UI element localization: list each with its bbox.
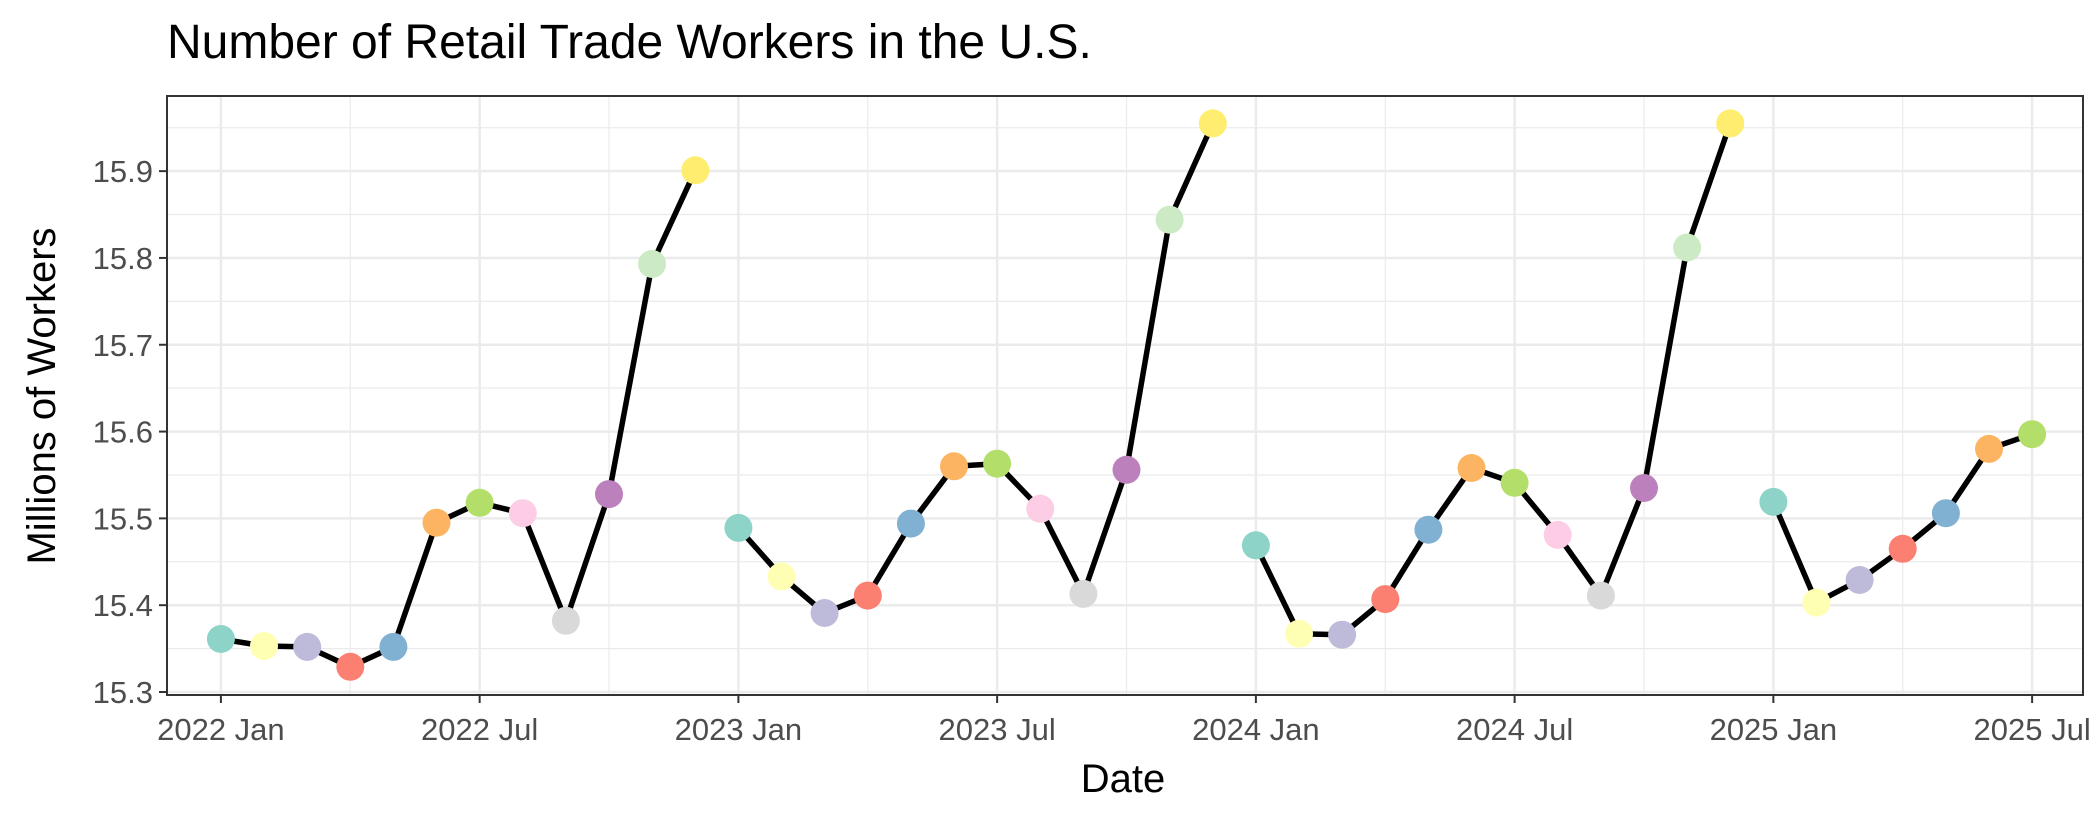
x-tick-label: 2024 Jul [1456, 712, 1573, 747]
data-point-2023-12 [1198, 109, 1227, 138]
grid-minor [167, 96, 2083, 695]
data-point-2022-04 [336, 652, 365, 681]
data-point-2024-10 [1630, 474, 1658, 502]
data-point-2024-05 [1414, 515, 1443, 544]
x-tick-label: 2022 Jul [421, 712, 538, 747]
y-axis-label: Millions of Workers [20, 227, 64, 564]
y-tick-label: 15.7 [93, 328, 153, 363]
data-point-2022-01 [206, 625, 235, 653]
data-point-2025-02 [1802, 588, 1831, 617]
data-point-2022-11 [638, 250, 667, 278]
y-tick-label: 15.4 [93, 588, 153, 623]
x-tick-label: 2025 Jan [1710, 712, 1838, 747]
data-point-2024-06 [1457, 454, 1486, 482]
x-tick-label: 2022 Jan [157, 712, 285, 747]
data-point-2022-03 [293, 632, 322, 661]
data-point-2023-10 [1112, 455, 1141, 484]
data-point-2023-08 [1026, 494, 1055, 523]
plot-border [166, 95, 2084, 696]
data-point-2025-01 [1759, 487, 1788, 516]
data-point-2024-11 [1673, 233, 1702, 262]
x-tick-label: 2024 Jan [1192, 712, 1320, 747]
x-tick-label: 2025 Jul [1974, 712, 2091, 747]
data-point-2024-07 [1500, 468, 1529, 497]
data-point-2022-10 [595, 480, 623, 509]
x-tick-label: 2023 Jan [675, 712, 803, 747]
data-point-2023-11 [1155, 205, 1184, 234]
data-point-2024-02 [1285, 619, 1313, 648]
data-point-2024-01 [1241, 531, 1270, 560]
data-point-2025-04 [1888, 534, 1917, 563]
data-point-2023-03 [810, 599, 839, 627]
x-axis: 2022 Jan 2022 Jul 2023 Jan 2023 Jul 2024 Jan… [157, 695, 2091, 747]
data-point-2024-04 [1371, 585, 1400, 614]
y-tick-label: 15.5 [93, 501, 153, 536]
data-point-2022-12 [681, 156, 710, 185]
data-point-2024-03 [1328, 620, 1357, 649]
data-point-2025-03 [1845, 566, 1874, 594]
data-point-2025-07 [2018, 420, 2047, 449]
data-point-2025-06 [1975, 434, 2003, 463]
x-axis-label: Date [1081, 757, 1166, 801]
data-point-2022-05 [379, 632, 408, 661]
y-tick-label: 15.3 [93, 675, 153, 710]
data-point-2022-06 [422, 508, 451, 537]
y-tick-label: 15.6 [93, 415, 153, 450]
data-point-2022-07 [465, 488, 494, 517]
data-point-2025-05 [1931, 499, 1960, 528]
data-point-2024-08 [1543, 520, 1572, 549]
data-point-2023-01 [724, 513, 753, 542]
data-point-2023-07 [983, 449, 1012, 478]
data-point-2024-09 [1586, 581, 1615, 610]
y-axis: 15.3 15.4 15.5 15.6 15.7 15.8 15.9 [93, 154, 167, 710]
data-point-2023-09 [1069, 579, 1098, 608]
y-tick-label: 15.9 [93, 154, 153, 189]
data-point-2022-08 [508, 499, 537, 528]
series-points [206, 109, 2047, 681]
data-point-2023-06 [940, 452, 968, 481]
data-point-2023-04 [853, 581, 882, 610]
y-tick-label: 15.8 [93, 241, 153, 276]
chart-title: Number of Retail Trade Workers in the U.… [167, 16, 1092, 69]
data-point-2023-05 [896, 509, 925, 538]
data-point-2023-02 [767, 562, 796, 591]
data-point-2022-02 [250, 632, 278, 660]
data-point-2022-09 [551, 606, 580, 635]
grid-major [167, 96, 2083, 695]
x-tick-label: 2023 Jul [939, 712, 1056, 747]
data-point-2024-12 [1716, 109, 1745, 138]
